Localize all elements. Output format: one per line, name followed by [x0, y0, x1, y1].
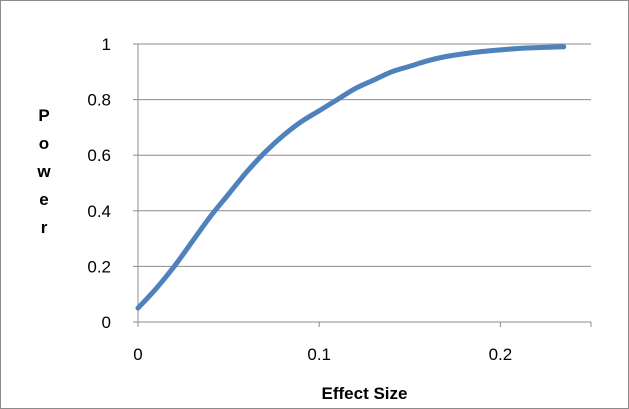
x-axis-title: Effect Size [322, 384, 408, 403]
y-tick-label: 1 [102, 35, 111, 54]
y-tick-label: 0.6 [87, 146, 111, 165]
y-tick-label: 0.2 [87, 257, 111, 276]
series-line [135, 44, 567, 311]
axes [133, 43, 592, 327]
tick-labels: 0 0.2 0.4 0.6 0.8 1 0 0.1 0.2 [87, 35, 512, 364]
series-layer [135, 44, 567, 311]
x-tick-label: 0.2 [489, 345, 513, 364]
y-tick-label: 0.4 [87, 202, 111, 221]
y-tick-label: 0 [102, 313, 111, 332]
x-tick-label: 0.1 [307, 345, 331, 364]
x-tick-label: 0 [133, 345, 142, 364]
y-tick-label: 0.8 [87, 91, 111, 110]
gridlines [138, 43, 591, 267]
